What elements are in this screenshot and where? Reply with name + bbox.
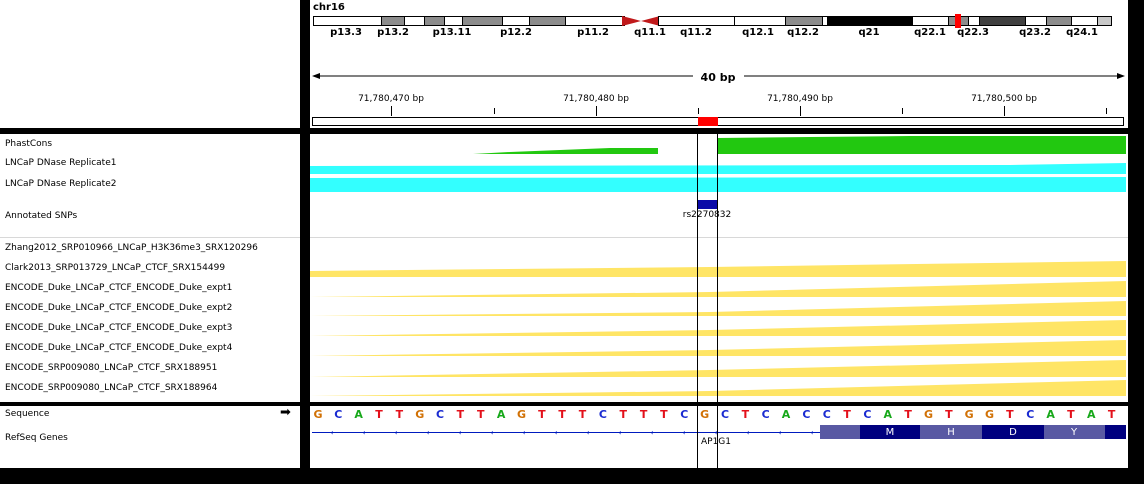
gene-name-label[interactable]: AP1G1 xyxy=(700,437,732,447)
header-name-panel xyxy=(0,0,300,128)
amino-acid: D xyxy=(1009,427,1017,438)
chip-tracks xyxy=(310,261,1126,396)
track-names-panel xyxy=(0,134,300,402)
track-label-refseq[interactable]: RefSeq Genes xyxy=(5,433,68,443)
current-region-marker[interactable] xyxy=(955,14,961,28)
base-t: T xyxy=(1006,408,1014,421)
base-t: T xyxy=(578,408,587,421)
base-a: A xyxy=(1046,408,1055,421)
feature-names-panel xyxy=(0,406,300,468)
base-t: T xyxy=(538,408,546,421)
dnase-tracks xyxy=(310,163,1126,192)
strand-arrow: ‹ xyxy=(682,428,686,437)
base-a: A xyxy=(496,408,506,421)
base-a: A xyxy=(781,408,791,421)
track-label-duke2[interactable]: ENCODE_Duke_LNCaP_CTCF_ENCODE_Duke_expt2 xyxy=(5,303,233,313)
base-a: A xyxy=(1087,408,1096,421)
amino-acid: Y xyxy=(1070,427,1078,438)
base-g: G xyxy=(923,408,934,421)
strand-arrow: ‹ xyxy=(554,428,558,437)
center-line-right xyxy=(717,134,718,468)
base-g: G xyxy=(415,408,425,421)
base-t: T xyxy=(639,408,648,421)
amino-acid: M xyxy=(885,427,895,438)
base-t: T xyxy=(945,408,953,421)
chromosome-label: chr16 xyxy=(313,2,345,13)
strand-arrow: ‹ xyxy=(394,428,398,437)
snp-id-label[interactable]: rs2270832 xyxy=(682,210,732,220)
track-label-duke3[interactable]: ENCODE_Duke_LNCaP_CTCF_ENCODE_Duke_expt3 xyxy=(5,323,233,333)
coding-exon xyxy=(982,425,1044,439)
strand-arrow-icon[interactable]: ➡ xyxy=(280,405,291,420)
center-line-left xyxy=(697,134,698,468)
centromere xyxy=(622,16,660,26)
track-label-dnase2[interactable]: LNCaP DNase Replicate2 xyxy=(5,179,117,189)
strand-arrow: ‹ xyxy=(362,428,366,437)
track-label-phastcons[interactable]: PhastCons xyxy=(5,139,53,149)
base-c: C xyxy=(802,408,811,421)
base-g: G xyxy=(985,408,995,421)
track-data-canvas[interactable] xyxy=(310,134,1128,402)
amino-acid: H xyxy=(947,427,955,438)
strand-arrow: ‹ xyxy=(650,428,654,437)
base-c: C xyxy=(680,408,689,421)
base-t: T xyxy=(619,408,628,421)
coding-exon xyxy=(1105,425,1126,439)
strand-arrow: ‹ xyxy=(330,428,334,437)
track-separator xyxy=(0,237,300,238)
base-c: C xyxy=(436,408,445,421)
base-c: C xyxy=(761,408,770,421)
base-g: G xyxy=(516,408,527,421)
base-a: A xyxy=(883,408,893,421)
base-t: T xyxy=(1107,408,1116,421)
track-label-srx951[interactable]: ENCODE_SRP009080_LNCaP_CTCF_SRX188951 xyxy=(5,363,218,373)
base-c: C xyxy=(720,408,730,421)
track-separator xyxy=(310,237,1128,238)
track-label-clark[interactable]: Clark2013_SRP013729_LNCaP_CTCF_SRX154499 xyxy=(5,263,226,273)
base-g: G xyxy=(700,408,710,421)
base-t: T xyxy=(660,408,668,421)
base-t: T xyxy=(904,408,912,421)
base-c: C xyxy=(822,408,831,421)
base-t: T xyxy=(477,408,485,421)
track-label-sequence[interactable]: Sequence xyxy=(5,409,50,419)
strand-arrow: ‹ xyxy=(778,428,782,437)
base-t: T xyxy=(456,408,465,421)
base-c: C xyxy=(334,408,343,421)
base-t: T xyxy=(843,408,851,421)
strand-arrow: ‹ xyxy=(458,428,462,437)
snp-feature xyxy=(698,200,717,209)
region-of-interest[interactable] xyxy=(698,117,718,126)
span-ruler xyxy=(312,73,1125,79)
strand-arrow: ‹ xyxy=(746,428,750,437)
base-g: G xyxy=(964,408,974,421)
strand-arrow: ‹ xyxy=(426,428,430,437)
base-t: T xyxy=(395,408,404,421)
coding-exon xyxy=(860,425,920,439)
track-label-snps[interactable]: Annotated SNPs xyxy=(5,211,78,221)
base-t: T xyxy=(558,408,566,421)
strand-arrow: ‹ xyxy=(586,428,590,437)
base-c: C xyxy=(598,408,607,421)
strand-arrow: ‹ xyxy=(810,428,814,437)
base-a: A xyxy=(354,408,363,421)
span-label: 40 bp xyxy=(696,71,740,84)
strand-arrow: ‹ xyxy=(522,428,526,437)
base-t: T xyxy=(1067,408,1075,421)
strand-arrow: ‹ xyxy=(618,428,622,437)
base-t: T xyxy=(375,408,383,421)
strand-arrow: ‹ xyxy=(490,428,494,437)
base-c: C xyxy=(863,408,872,421)
track-label-srx964[interactable]: ENCODE_SRP009080_LNCaP_CTCF_SRX188964 xyxy=(5,383,218,393)
track-label-zhang[interactable]: Zhang2012_SRP010966_LNCaP_H3K36me3_SRX12… xyxy=(5,243,258,253)
ruler-baseline xyxy=(312,117,1124,126)
base-t: T xyxy=(741,408,750,421)
base-c: C xyxy=(1026,408,1035,421)
strand-arrow: ‹ xyxy=(714,428,718,437)
track-label-duke1[interactable]: ENCODE_Duke_LNCaP_CTCF_ENCODE_Duke_expt1 xyxy=(5,283,233,293)
phastcons-track xyxy=(473,136,1126,154)
track-label-dnase1[interactable]: LNCaP DNase Replicate1 xyxy=(5,158,117,168)
base-g: G xyxy=(313,408,323,421)
track-label-duke4[interactable]: ENCODE_Duke_LNCaP_CTCF_ENCODE_Duke_expt4 xyxy=(5,343,233,353)
